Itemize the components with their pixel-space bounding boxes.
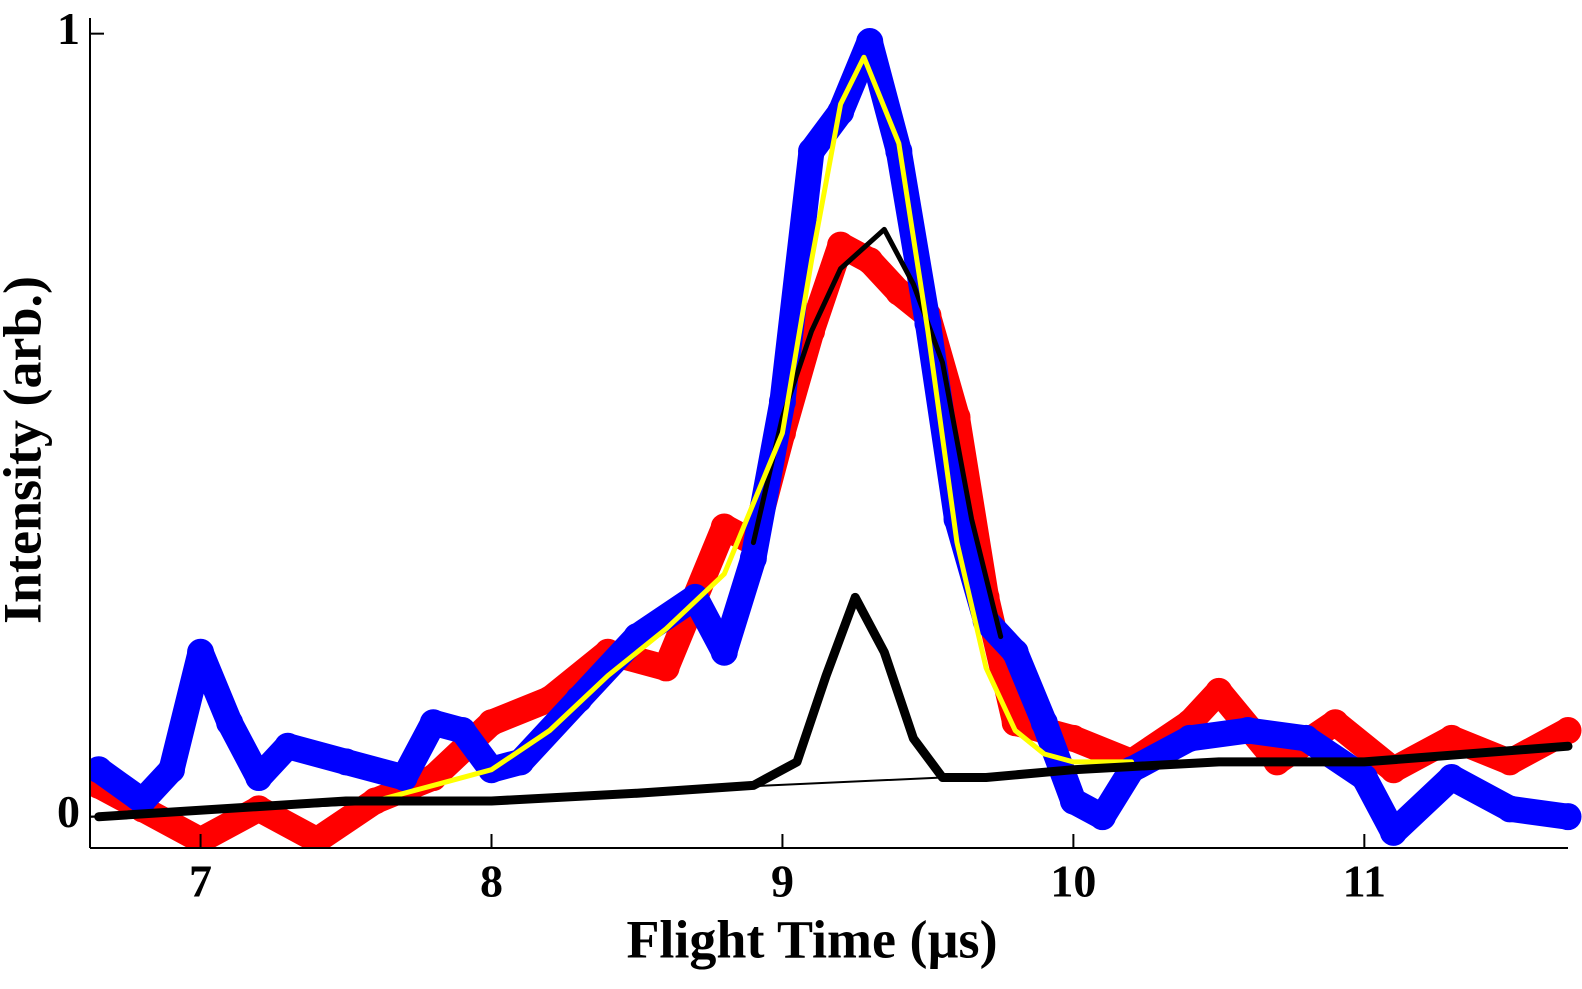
data-point <box>1088 803 1116 831</box>
data-point <box>1438 764 1466 792</box>
data-point <box>1292 724 1320 752</box>
data-point <box>652 654 680 682</box>
data-point <box>856 247 884 275</box>
data-point <box>710 638 738 666</box>
data-point <box>1321 709 1349 737</box>
data-point <box>1001 709 1029 737</box>
data-point <box>1554 803 1582 831</box>
data-point <box>448 717 476 745</box>
data-point <box>478 709 506 737</box>
x-axis-label: Flight Time (µs) <box>626 909 997 969</box>
data-point <box>856 27 884 55</box>
x-tick-label: 10 <box>1050 856 1096 907</box>
y-tick-label: 1 <box>57 3 80 54</box>
x-tick-label: 7 <box>189 856 212 907</box>
data-point <box>187 638 215 666</box>
data-point <box>90 756 113 784</box>
data-point <box>1234 717 1262 745</box>
data-point <box>1438 724 1466 752</box>
data-point <box>216 709 244 737</box>
data-point <box>419 709 447 737</box>
data-point <box>1059 787 1087 815</box>
data-point <box>1205 677 1233 705</box>
data-point <box>798 137 826 165</box>
data-point <box>478 756 506 784</box>
data-point <box>274 732 302 760</box>
data-point <box>157 756 185 784</box>
data-point <box>187 826 215 848</box>
data-point <box>1001 638 1029 666</box>
data-point <box>1496 795 1524 823</box>
data-point <box>245 764 273 792</box>
x-tick-label: 8 <box>480 856 503 907</box>
data-point <box>419 764 447 792</box>
data-point <box>390 764 418 792</box>
marker-trace <box>90 28 1581 846</box>
data-point <box>827 231 855 259</box>
data-point <box>623 623 651 651</box>
plot-area <box>90 27 1582 848</box>
data-point <box>1030 709 1058 737</box>
data-point <box>710 513 738 541</box>
x-tick-label: 11 <box>1343 856 1386 907</box>
y-axis-label: Intensity (arb.) <box>0 276 52 624</box>
data-point <box>565 685 593 713</box>
data-point <box>303 826 331 848</box>
series-line <box>372 54 1135 804</box>
data-point <box>1379 818 1407 846</box>
x-tick-label: 9 <box>771 856 794 907</box>
data-point <box>1176 724 1204 752</box>
data-point <box>332 748 360 776</box>
data-point <box>681 583 709 611</box>
y-tick-label: 0 <box>57 786 80 837</box>
series-line <box>94 592 1573 822</box>
data-point <box>739 544 767 572</box>
